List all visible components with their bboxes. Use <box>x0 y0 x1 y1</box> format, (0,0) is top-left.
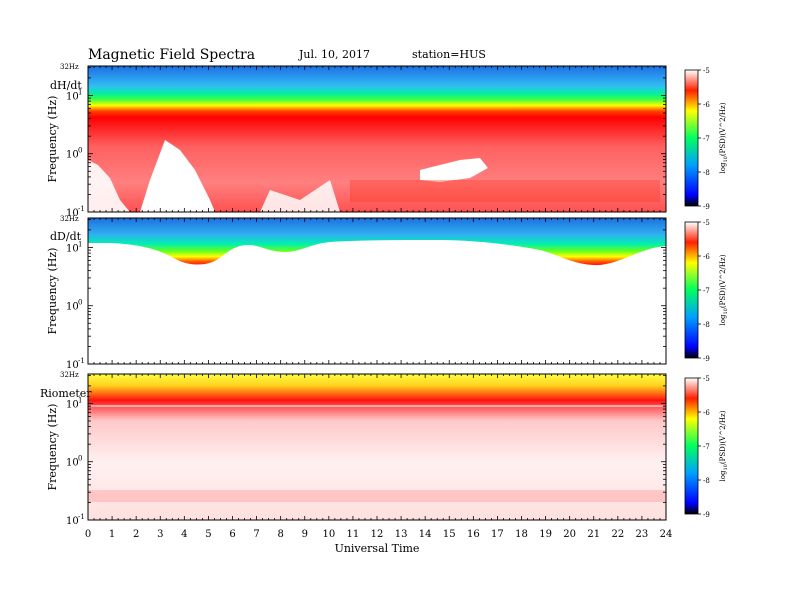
figure-title: Magnetic Field Spectra <box>88 47 255 63</box>
x-tick-label: 22 <box>611 529 624 540</box>
colorbar-tick-label: -9 <box>703 355 710 363</box>
y-axis-label: Frequency (Hz) <box>46 404 59 491</box>
colorbar-tick-label: -5 <box>703 375 710 383</box>
y-top-label: 32Hz <box>60 371 79 379</box>
y-tick-exponent: -1 <box>78 205 85 213</box>
x-tick-label: 17 <box>491 529 504 540</box>
date-label: Jul. 10, 2017 <box>298 48 370 61</box>
colorbar-tick-label: -9 <box>703 511 710 519</box>
y-tick-label: 10 <box>66 208 79 219</box>
y-tick-exponent: -1 <box>78 357 85 365</box>
y-tick-label: 10 <box>66 360 79 371</box>
panel-dddt: dD/dt <box>50 218 666 364</box>
colorbar-tick-label: -8 <box>703 321 710 329</box>
x-tick-label: 10 <box>322 529 335 540</box>
x-tick-label: 24 <box>660 529 673 540</box>
x-tick-label: 18 <box>515 529 528 540</box>
y-tick-label: 10 <box>66 302 79 313</box>
x-tick-label: 21 <box>587 529 600 540</box>
x-tick-label: 14 <box>419 529 432 540</box>
x-tick-label: 19 <box>539 529 552 540</box>
x-tick-label: 15 <box>443 529 456 540</box>
y-tick-exponent: 0 <box>78 299 82 307</box>
x-tick-label: 23 <box>636 529 649 540</box>
x-tick-label: 3 <box>157 529 163 540</box>
x-tick-label: 8 <box>277 529 283 540</box>
y-tick-label: 10 <box>66 458 79 469</box>
x-tick-label: 2 <box>133 529 139 540</box>
y-tick-exponent: 1 <box>78 396 82 404</box>
x-tick-label: 13 <box>395 529 408 540</box>
colorbar-tick-label: -7 <box>703 135 710 143</box>
spectrogram-dddt <box>88 218 666 266</box>
colorbar-tick-label: -7 <box>703 443 710 451</box>
station-label: station=HUS <box>412 48 486 61</box>
x-tick-label: 4 <box>181 529 187 540</box>
colorbar-label: log10(PSD)(V^2/Hz) <box>719 254 729 325</box>
x-axis-label: Universal Time <box>335 542 420 555</box>
x-tick-label: 5 <box>205 529 211 540</box>
x-tick-label: 20 <box>563 529 576 540</box>
spectrogram-riometer <box>88 374 666 520</box>
colorbar-tick-label: -5 <box>703 67 710 75</box>
y-tick-label: 10 <box>66 243 79 254</box>
x-tick-label: 0 <box>85 529 91 540</box>
y-tick-exponent: -1 <box>78 513 85 521</box>
colorbar-label: log10(PSD)(V^2/Hz) <box>719 102 729 173</box>
y-top-label: 32Hz <box>60 63 79 71</box>
x-tick-label: 9 <box>302 529 308 540</box>
colorbar-tick-label: -6 <box>703 253 710 261</box>
colorbar-tick-label: -8 <box>703 169 710 177</box>
colorbar-label: log10(PSD)(V^2/Hz) <box>719 410 729 481</box>
x-tick-label: 16 <box>467 529 480 540</box>
y-axis-label: Frequency (Hz) <box>46 248 59 335</box>
colorbar-tick-label: -6 <box>703 101 710 109</box>
y-tick-label: 10 <box>66 150 79 161</box>
panel-label-dddt: dD/dt <box>50 230 82 243</box>
y-tick-label: 10 <box>66 91 79 102</box>
colorbar-tick-label: -7 <box>703 287 710 295</box>
x-tick-label: 12 <box>371 529 384 540</box>
y-top-label: 32Hz <box>60 215 79 223</box>
panel-label-dhdt: dH/dt <box>50 79 82 92</box>
x-tick-label: 7 <box>253 529 259 540</box>
panel-dhdt: dH/dt <box>50 66 666 212</box>
colorbar-tick-label: -9 <box>703 203 710 211</box>
panel-label-riometer: Riometer <box>40 387 92 400</box>
y-tick-exponent: 0 <box>78 455 82 463</box>
colorbar <box>684 69 699 207</box>
y-tick-exponent: 1 <box>78 240 82 248</box>
y-axis-label: Frequency (Hz) <box>46 96 59 183</box>
panel-riometer: Riometer <box>40 374 666 520</box>
y-tick-exponent: 1 <box>78 88 82 96</box>
y-tick-exponent: 0 <box>78 147 82 155</box>
x-tick-label: 6 <box>229 529 235 540</box>
colorbar <box>684 221 699 359</box>
x-tick-label: 1 <box>109 529 115 540</box>
y-tick-label: 10 <box>66 516 79 527</box>
colorbar <box>684 377 699 515</box>
colorbar-tick-label: -5 <box>703 219 710 227</box>
y-tick-label: 10 <box>66 399 79 410</box>
x-tick-label: 11 <box>347 529 360 540</box>
colorbar-tick-label: -8 <box>703 477 710 485</box>
colorbar-tick-label: -6 <box>703 409 710 417</box>
